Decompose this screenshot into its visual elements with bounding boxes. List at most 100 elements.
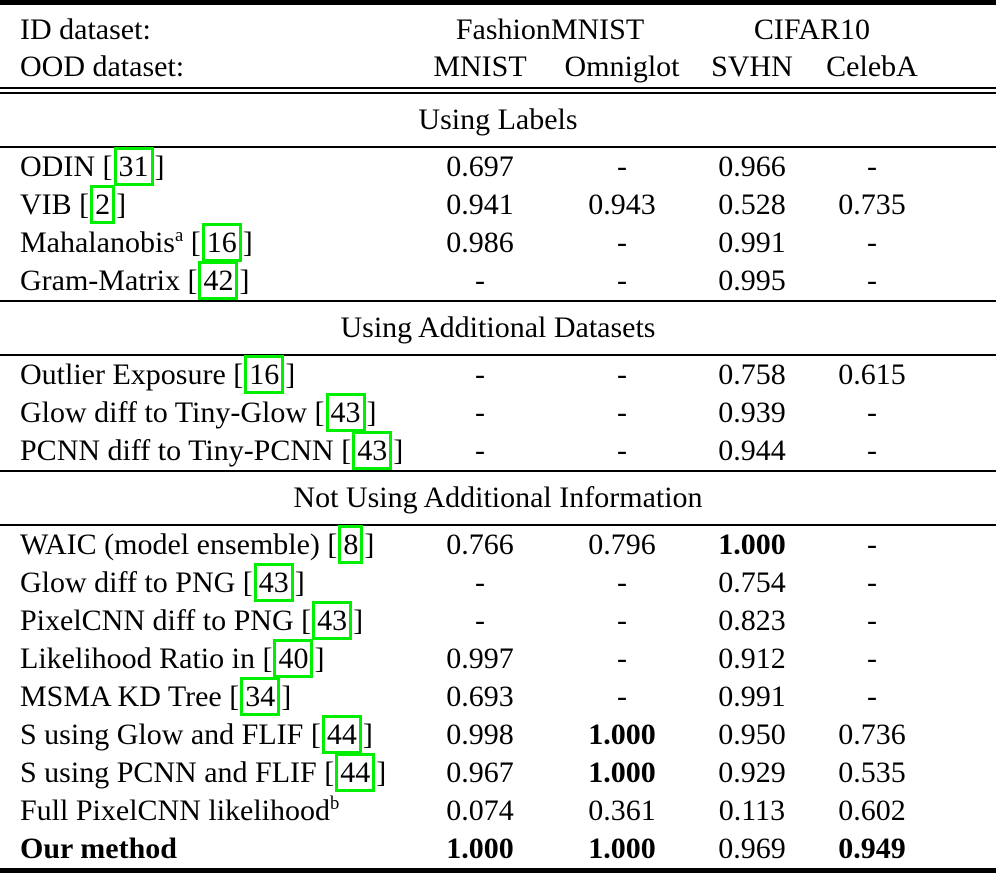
id-dataset-header-row: ID dataset: FashionMNIST CIFAR10: [0, 5, 996, 47]
method-cell: Full PixelCNN likelihoodb: [0, 792, 408, 830]
value-cell: -: [617, 604, 627, 637]
value-cell: 0.944: [718, 434, 786, 467]
method-label: VIB: [20, 188, 72, 221]
value-cell: -: [475, 604, 485, 637]
value-cell: 0.361: [588, 794, 656, 827]
value-cell: -: [867, 396, 877, 429]
column-header-omniglot: Omniglot: [564, 50, 680, 83]
method-label: Glow diff to PNG: [20, 566, 236, 599]
value-cell: -: [617, 226, 627, 259]
value-cell: 0.943: [588, 188, 656, 221]
section-separator-rule: [0, 300, 996, 302]
table-row: MSMA KD Tree [34] 0.693 - 0.991 -: [0, 677, 996, 716]
method-label: ODIN: [20, 150, 95, 183]
method-label: MSMA KD Tree: [20, 680, 222, 713]
method-cell: PixelCNN diff to PNG [43]: [0, 601, 408, 640]
value-cell: -: [617, 642, 627, 675]
citation-link[interactable]: 2: [90, 185, 116, 224]
section-title-row: Using Additional Datasets: [0, 302, 996, 354]
value-cell: 0.998: [446, 718, 514, 751]
value-cell: 0.758: [718, 358, 786, 391]
citation-link[interactable]: 16: [244, 355, 285, 394]
citation-link[interactable]: 40: [273, 639, 314, 678]
value-cell: -: [617, 680, 627, 713]
method-cell: VIB [2]: [0, 185, 408, 224]
method-cell: PCNN diff to Tiny-PCNN [43]: [0, 431, 408, 470]
value-cell: 0.693: [446, 680, 514, 713]
citation-link[interactable]: 31: [113, 147, 154, 186]
table-row: WAIC (model ensemble) [8] 0.766 0.796 1.000…: [0, 525, 996, 564]
value-cell: -: [867, 264, 877, 297]
ood-dataset-label: OOD dataset:: [20, 50, 185, 83]
table-row: Glow diff to Tiny-Glow [43] - - 0.939 -: [0, 393, 996, 432]
method-cell: Gram-Matrix [42]: [0, 261, 408, 300]
method-label: Glow diff to Tiny-Glow: [20, 396, 307, 429]
section-title: Not Using Additional Information: [293, 481, 703, 514]
value-cell: -: [867, 604, 877, 637]
table-row: PixelCNN diff to PNG [43] - - 0.823 -: [0, 601, 996, 640]
table-row: S using Glow and FLIF [44] 0.998 1.000 0.95…: [0, 715, 996, 754]
value-cell: 0.997: [446, 642, 514, 675]
value-cell: 0.602: [838, 794, 906, 827]
section-title-rule: [0, 146, 996, 148]
value-cell: 0.615: [838, 358, 906, 391]
citation-link[interactable]: 44: [321, 715, 362, 754]
header-double-rule-row: [0, 87, 996, 94]
section-title-row: Not Using Additional Information: [0, 472, 996, 524]
table-row: Full PixelCNN likelihoodb 0.074 0.361 0.113…: [0, 792, 996, 830]
value-cell: 0.967: [446, 756, 514, 789]
value-cell: -: [617, 264, 627, 297]
method-label: Our method: [20, 832, 177, 865]
method-label: PCNN diff to Tiny-PCNN: [20, 434, 334, 467]
section-separator-rule-row: [0, 300, 996, 302]
table-row: Likelihood Ratio in [40] 0.997 - 0.912 -: [0, 639, 996, 678]
value-cell: 0.995: [718, 264, 786, 297]
table-row: PCNN diff to Tiny-PCNN [43] - - 0.944 -: [0, 431, 996, 470]
value-cell: 0.969: [718, 832, 786, 865]
value-cell: 0.991: [718, 226, 786, 259]
value-cell: -: [617, 566, 627, 599]
citation-link[interactable]: 42: [198, 261, 239, 300]
section-separator-rule: [0, 470, 996, 472]
citation-link[interactable]: 43: [312, 601, 353, 640]
value-cell: -: [475, 358, 485, 391]
value-cell: -: [475, 396, 485, 429]
citation-link[interactable]: 44: [335, 753, 376, 792]
bottom-rule: [0, 868, 996, 873]
citation-link[interactable]: 16: [201, 223, 242, 262]
method-cell: Glow diff to Tiny-Glow [43]: [0, 393, 408, 432]
value-cell: 0.986: [446, 226, 514, 259]
value-cell: 0.735: [838, 188, 906, 221]
value-cell: 1.000: [588, 756, 656, 789]
method-label: Likelihood Ratio in: [20, 642, 255, 675]
top-rule-row: [0, 0, 996, 5]
value-cell: 0.113: [718, 794, 786, 827]
method-label: PixelCNN diff to PNG: [20, 604, 294, 637]
footnote-marker: b: [330, 793, 340, 814]
value-cell: -: [617, 150, 627, 183]
value-cell: 0.991: [718, 680, 786, 713]
value-cell: -: [867, 434, 877, 467]
method-cell: Our method: [0, 830, 408, 868]
section-title-rule-row: [0, 146, 996, 148]
footnote-marker: a: [174, 225, 184, 246]
table-row: VIB [2] 0.941 0.943 0.528 0.735: [0, 185, 996, 224]
citation-link[interactable]: 34: [240, 677, 281, 716]
table-row: S using PCNN and FLIF [44] 0.967 1.000 0.92…: [0, 753, 996, 792]
citation-link[interactable]: 8: [338, 525, 364, 564]
value-cell: 1.000: [588, 832, 656, 865]
value-cell: 0.949: [838, 832, 906, 865]
value-cell: -: [867, 150, 877, 183]
value-cell: -: [867, 566, 877, 599]
citation-link[interactable]: 43: [253, 563, 294, 602]
citation-link[interactable]: 43: [352, 431, 393, 470]
value-cell: 0.939: [718, 396, 786, 429]
ood-dataset-header-row: OOD dataset: MNIST Omniglot SVHN CelebA: [0, 47, 996, 87]
method-label: S using Glow and FLIF: [20, 718, 304, 751]
value-cell: 0.912: [718, 642, 786, 675]
citation-link[interactable]: 43: [325, 393, 366, 432]
header-double-rule: [0, 87, 996, 94]
table-row: Outlier Exposure [16] - - 0.758 0.615: [0, 355, 996, 394]
value-cell: -: [867, 226, 877, 259]
